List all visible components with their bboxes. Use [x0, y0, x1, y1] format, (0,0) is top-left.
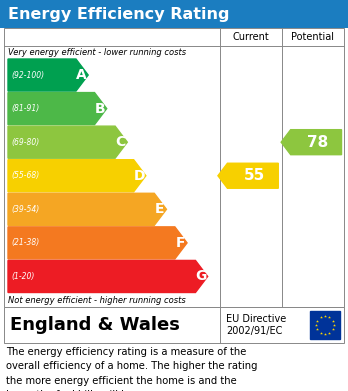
Polygon shape: [281, 130, 341, 155]
Text: Energy Efficiency Rating: Energy Efficiency Rating: [8, 7, 229, 22]
Polygon shape: [8, 160, 146, 192]
Polygon shape: [8, 260, 208, 292]
Text: F: F: [176, 236, 185, 250]
Text: 55: 55: [244, 168, 266, 183]
Polygon shape: [8, 93, 107, 125]
Text: A: A: [76, 68, 87, 82]
Text: The energy efficiency rating is a measure of the
overall efficiency of a home. T: The energy efficiency rating is a measur…: [6, 347, 258, 391]
Text: (92-100): (92-100): [11, 70, 44, 79]
Text: Current: Current: [232, 32, 269, 42]
Text: (39-54): (39-54): [11, 205, 39, 214]
Text: E: E: [155, 202, 165, 216]
Text: EU Directive
2002/91/EC: EU Directive 2002/91/EC: [226, 314, 286, 336]
Text: Not energy efficient - higher running costs: Not energy efficient - higher running co…: [8, 296, 186, 305]
Text: (69-80): (69-80): [11, 138, 39, 147]
Polygon shape: [8, 126, 127, 158]
Polygon shape: [218, 163, 278, 188]
Bar: [4, 28, 344, 307]
Text: (1-20): (1-20): [11, 272, 34, 281]
Text: C: C: [116, 135, 126, 149]
Polygon shape: [8, 227, 187, 259]
Polygon shape: [8, 193, 166, 225]
Text: (81-91): (81-91): [11, 104, 39, 113]
Text: B: B: [95, 102, 105, 116]
Text: England & Wales: England & Wales: [10, 316, 180, 334]
Bar: [310, 311, 340, 339]
Bar: [0, 0, 348, 28]
Text: Potential: Potential: [292, 32, 334, 42]
Text: Very energy efficient - lower running costs: Very energy efficient - lower running co…: [8, 48, 186, 57]
Text: 78: 78: [308, 135, 329, 150]
Text: D: D: [133, 169, 145, 183]
Text: G: G: [195, 269, 207, 283]
Polygon shape: [8, 59, 88, 91]
Bar: [4, 307, 344, 343]
Text: (21-38): (21-38): [11, 239, 39, 248]
Text: (55-68): (55-68): [11, 171, 39, 180]
